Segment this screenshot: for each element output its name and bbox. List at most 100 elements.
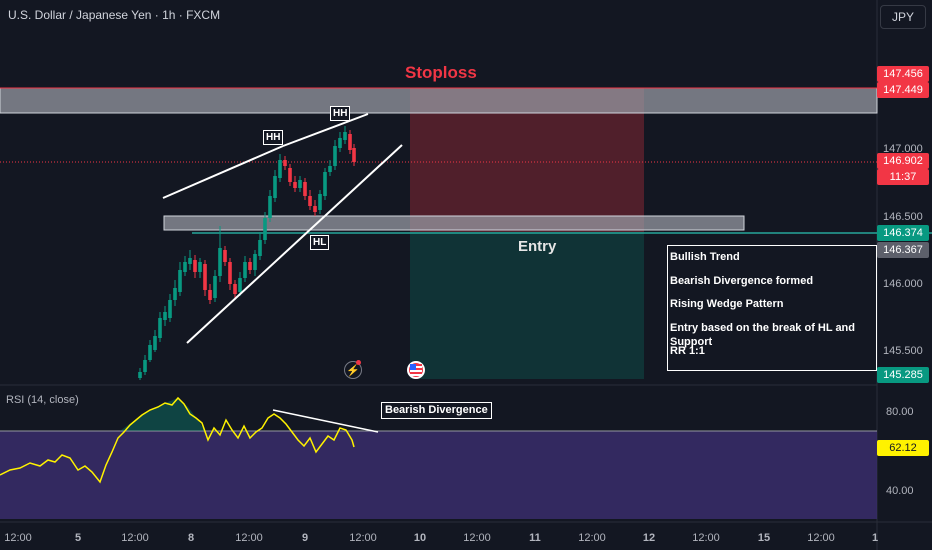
candle-body	[238, 278, 242, 292]
candle-body	[243, 262, 247, 278]
rsi-tick: 40.00	[886, 485, 914, 497]
candle-body	[193, 260, 197, 272]
trade-notes: Bullish Trend Bearish Divergence formed …	[667, 245, 877, 371]
symbol-title[interactable]: U.S. Dollar / Japanese Yen · 1h · FXCM	[8, 8, 221, 22]
candle-body	[253, 254, 257, 270]
candle-body	[163, 312, 167, 320]
note-line: Bullish Trend	[670, 251, 740, 263]
candle-body	[173, 288, 177, 300]
price-tick: 146.000	[883, 278, 923, 290]
candle-body	[198, 262, 202, 272]
time-tick: 12:00	[121, 532, 149, 544]
hh-label: HH	[330, 106, 351, 121]
candle-body	[218, 248, 222, 276]
time-tick: 12:00	[349, 532, 377, 544]
candle-body	[343, 132, 347, 140]
price-tag: 145.285	[877, 367, 929, 383]
candle-body	[273, 176, 277, 198]
entry-label: Entry	[518, 238, 557, 255]
candle-body	[153, 336, 157, 350]
time-tick: 10	[414, 532, 426, 544]
candle-body	[338, 138, 342, 148]
price-tick: 145.500	[883, 345, 923, 357]
candle-body	[233, 284, 237, 294]
rsi-line	[0, 396, 355, 484]
note-line: RR 1:1	[670, 345, 705, 357]
candle-body	[328, 166, 332, 172]
hh-label: HH	[263, 130, 284, 145]
candle-body	[223, 250, 227, 262]
candle-body	[168, 300, 172, 318]
support-zone	[163, 215, 745, 231]
time-tick: 8	[188, 532, 194, 544]
candle-body	[263, 218, 267, 240]
lightning-icon[interactable]: ⚡	[344, 361, 362, 379]
candle-body	[348, 134, 352, 150]
time-tick: 11	[529, 532, 541, 544]
countdown-tag: 11:37	[877, 169, 929, 185]
currency-button[interactable]: JPY	[880, 5, 926, 29]
bearish-divergence-label: Bearish Divergence	[381, 402, 492, 419]
candle-body	[213, 276, 217, 298]
wedge-lower-line	[186, 144, 403, 344]
rsi-overbought-fill	[120, 398, 205, 431]
time-tick: 12:00	[578, 532, 606, 544]
notification-dot	[356, 360, 361, 365]
candle-body	[188, 258, 192, 264]
stoploss-label: Stoploss	[405, 63, 477, 82]
candle-body	[293, 182, 297, 188]
candle-body	[248, 262, 252, 270]
rsi-divergence-line	[272, 409, 379, 433]
time-tick: 9	[302, 532, 308, 544]
candle-body	[352, 148, 356, 162]
hl-label: HL	[310, 235, 330, 250]
rsi-indicator-title[interactable]: RSI (14, close)	[6, 394, 79, 406]
rsi-band	[0, 431, 877, 519]
time-tick: 15	[758, 532, 770, 544]
time-tick: 12:00	[463, 532, 491, 544]
candle-body	[143, 360, 147, 372]
candle-body	[308, 196, 312, 206]
note-line: Entry based on the break of HL and Suppo…	[670, 321, 855, 348]
time-axis: 12:00 5 12:00 8 12:00 9 12:00 10 12:00 11 12:00 12 1…	[4, 532, 878, 544]
price-tag: 146.374	[877, 225, 929, 241]
time-tick: 12	[643, 532, 655, 544]
candlestick-series	[138, 126, 356, 380]
candle-body	[268, 196, 272, 218]
candle-body	[283, 160, 287, 166]
candle-body	[333, 146, 337, 166]
candle-body	[138, 372, 142, 378]
us-flag-icon[interactable]	[407, 361, 425, 379]
rsi-value-tag: 62.12	[877, 440, 929, 456]
time-tick: 12:00	[4, 532, 32, 544]
candle-body	[313, 206, 317, 212]
candle-body	[228, 262, 232, 284]
candle-body	[278, 160, 282, 178]
wedge-upper-line-2	[282, 113, 369, 147]
candle-body	[258, 240, 262, 256]
candle-body	[158, 318, 162, 338]
candle-body	[203, 264, 207, 290]
note-line: Bearish Divergence formed	[670, 274, 814, 287]
candle-body	[288, 168, 292, 182]
candle-body	[318, 194, 322, 210]
candle-body	[298, 180, 302, 188]
time-tick: 1	[872, 532, 878, 544]
note-line: Rising Wedge Pattern	[670, 298, 784, 310]
price-tick: 147.000	[883, 143, 923, 155]
wedge-upper-line-1	[162, 145, 284, 199]
resistance-zone	[0, 87, 878, 114]
price-tag: 146.367	[877, 242, 929, 258]
candle-body	[183, 262, 187, 272]
time-tick: 12:00	[692, 532, 720, 544]
price-tick: 146.500	[883, 211, 923, 223]
candle-body	[303, 182, 307, 196]
time-tick: 5	[75, 532, 81, 544]
rsi-tick: 80.00	[886, 406, 914, 418]
price-tag: 147.449	[877, 82, 929, 98]
candle-body	[178, 270, 182, 292]
candle-body	[323, 172, 327, 196]
time-tick: 12:00	[807, 532, 835, 544]
target-zone	[410, 232, 644, 379]
